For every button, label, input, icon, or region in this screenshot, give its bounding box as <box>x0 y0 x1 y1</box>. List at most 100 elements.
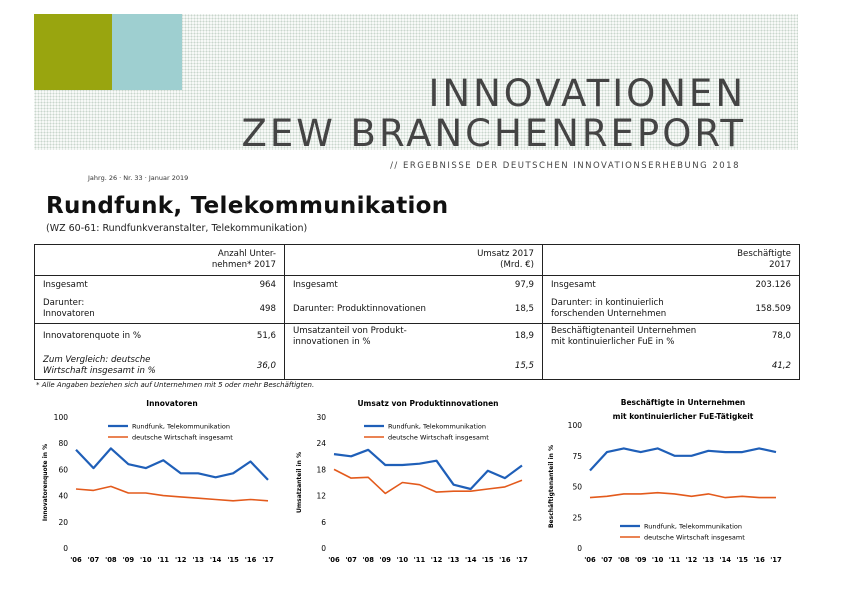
x-tick-label: '06 <box>70 556 82 564</box>
col1-row2-label-l1: Darunter: <box>43 298 85 308</box>
legend-label: deutsche Wirtschaft insgesamt <box>388 434 489 442</box>
x-tick-label: '08 <box>105 556 117 564</box>
chart-svg: Innovatoren Innovatorenquote in % 0 20 40 60 8… <box>42 399 274 564</box>
col2-row3-label-l2: innovationen in % <box>293 337 371 347</box>
x-tick-label: '14 <box>465 556 477 564</box>
column-revenue: Umsatz 2017 (Mrd. €) Insgesamt 97,9 Daru… <box>285 245 543 379</box>
x-tick-label: '11 <box>157 556 169 564</box>
x-tick-label: '13 <box>703 556 715 564</box>
col2-header: Umsatz 2017 (Mrd. €) <box>477 249 534 271</box>
col1-row2-value: 498 <box>259 304 276 314</box>
x-tick-label: '11 <box>414 556 426 564</box>
x-tick-label: '09 <box>379 556 391 564</box>
col3-row1-label: Insgesamt <box>551 280 596 290</box>
y-axis-label: Innovatorenquote in % <box>42 444 49 521</box>
y-tick-label: 20 <box>58 518 68 527</box>
series-line-economy <box>333 468 523 495</box>
x-tick-label: '17 <box>770 556 782 564</box>
col1-row2-label-l2: Innovatoren <box>43 309 95 319</box>
y-tick-label: 0 <box>577 544 582 553</box>
x-tick-label: '10 <box>397 556 409 564</box>
x-tick-label: '10 <box>652 556 664 564</box>
y-tick-label: 50 <box>572 483 582 492</box>
x-tick-label: '12 <box>686 556 698 564</box>
x-tick-label: '15 <box>736 556 748 564</box>
x-tick-label: '13 <box>192 556 204 564</box>
x-tick-label: '06 <box>328 556 340 564</box>
series-line-sector <box>75 447 269 481</box>
key-figures-table: Anzahl Unter- nehmen* 2017 Insgesamt 964… <box>34 244 800 380</box>
series-line-economy <box>75 485 269 502</box>
col3-row2-label: Darunter: in kontinuierlich forschenden … <box>551 298 666 320</box>
chart-title: Umsatz von Produktinnovationen <box>357 399 498 408</box>
legend-label: Rundfunk, Telekommunikation <box>388 423 486 431</box>
column-companies: Anzahl Unter- nehmen* 2017 Insgesamt 964… <box>35 245 285 379</box>
series-line-sector <box>589 447 777 472</box>
chart-title-line2: mit kontinuierlicher FuE-Tätigkeit <box>613 412 754 421</box>
x-tick-label: '07 <box>345 556 357 564</box>
y-tick-label: 75 <box>572 452 582 461</box>
y-tick-label: 6 <box>321 518 326 527</box>
col2-row2-label: Darunter: Produktinnovationen <box>293 304 426 314</box>
x-tick-label: '13 <box>448 556 460 564</box>
col1-header-line1: Anzahl Unter- <box>217 249 276 259</box>
col3-header-line1: Beschäftigte <box>737 249 791 259</box>
table-footnote: * Alle Angaben beziehen sich auf Unterne… <box>36 381 315 389</box>
legend-label: Rundfunk, Telekommunikation <box>644 523 742 531</box>
chart-product-innovation-revenue: Umsatz von Produktinnovationen Umsatzante… <box>0 390 842 595</box>
col1-row3-value: 51,6 <box>256 331 276 341</box>
col1-row3-label: Innovatorenquote in % <box>43 331 142 341</box>
page-title: Rundfunk, Telekommunikation <box>46 193 449 219</box>
y-tick-label: 60 <box>58 465 68 474</box>
x-tick-label: '07 <box>601 556 613 564</box>
chart-rnd-employment: Beschäftigte in Unternehmen mit kontinuie… <box>0 390 842 595</box>
col1-row1-label: Insgesamt <box>43 280 88 290</box>
col3-row2-label-l1: Darunter: in kontinuierlich <box>551 298 664 308</box>
col3-row2-value: 158.509 <box>755 304 791 314</box>
chart-innovators: Innovatoren Innovatorenquote in % 0 20 40 60 8… <box>0 390 842 595</box>
col1-row4-label-l2: Wirtschaft insgesamt in % <box>43 366 156 376</box>
x-tick-label: '10 <box>140 556 152 564</box>
series-line-sector <box>333 448 523 491</box>
issue-info: Jahrg. 26 · Nr. 33 · Januar 2019 <box>88 174 189 182</box>
x-tick-label: '14 <box>210 556 222 564</box>
col2-row3-label-l1: Umsatzanteil von Produkt- <box>293 326 407 336</box>
x-tick-label: '15 <box>482 556 494 564</box>
col3-row1-value: 203.126 <box>755 280 791 290</box>
legend-label: deutsche Wirtschaft insgesamt <box>132 434 233 442</box>
chart-title: Beschäftigte in Unternehmen <box>621 398 746 407</box>
brand-square-teal <box>112 14 182 90</box>
y-tick-label: 25 <box>572 513 582 522</box>
x-tick-label: '09 <box>123 556 135 564</box>
x-tick-label: '12 <box>175 556 187 564</box>
col1-row4-value: 36,0 <box>256 361 276 371</box>
col3-row3-label: Beschäftigtenanteil Unternehmen mit kont… <box>551 326 696 348</box>
y-tick-label: 0 <box>63 544 68 553</box>
col3-header-line2: 2017 <box>769 260 791 270</box>
report-title-line2: ZEW BRANCHENREPORT <box>241 112 746 155</box>
col2-row3-label: Umsatzanteil von Produkt- innovationen i… <box>293 326 407 348</box>
legend-label: Rundfunk, Telekommunikation <box>132 423 230 431</box>
series-line-economy <box>589 491 776 499</box>
column-employees: Beschäftigte 2017 Insgesamt 203.126 Daru… <box>543 245 799 379</box>
x-tick-label: '09 <box>635 556 647 564</box>
y-tick-label: 0 <box>321 544 326 553</box>
col2-row2-value: 18,5 <box>514 304 534 314</box>
y-tick-label: 18 <box>316 465 326 474</box>
x-tick-label: '17 <box>516 556 528 564</box>
col3-header: Beschäftigte 2017 <box>737 249 791 271</box>
report-subtitle: // ERGEBNISSE DER DEUTSCHEN INNOVATIONSE… <box>390 161 740 171</box>
chart-svg: Umsatz von Produktinnovationen Umsatzante… <box>296 399 528 564</box>
chart-svg: Beschäftigte in Unternehmen mit kontinuie… <box>548 398 782 564</box>
x-tick-label: '08 <box>362 556 374 564</box>
x-tick-label: '16 <box>245 556 257 564</box>
y-tick-label: 12 <box>316 492 326 501</box>
col1-row1-value: 964 <box>259 280 276 290</box>
y-tick-label: 40 <box>58 492 68 501</box>
x-tick-label: '16 <box>753 556 765 564</box>
page-subtitle: (WZ 60-61: Rundfunkveranstalter, Telekom… <box>46 223 308 234</box>
col2-row1-label: Insgesamt <box>293 280 338 290</box>
col3-row3-label-l1: Beschäftigtenanteil Unternehmen <box>551 326 697 336</box>
col2-row3-value: 18,9 <box>514 331 534 341</box>
y-tick-label: 80 <box>58 439 68 448</box>
